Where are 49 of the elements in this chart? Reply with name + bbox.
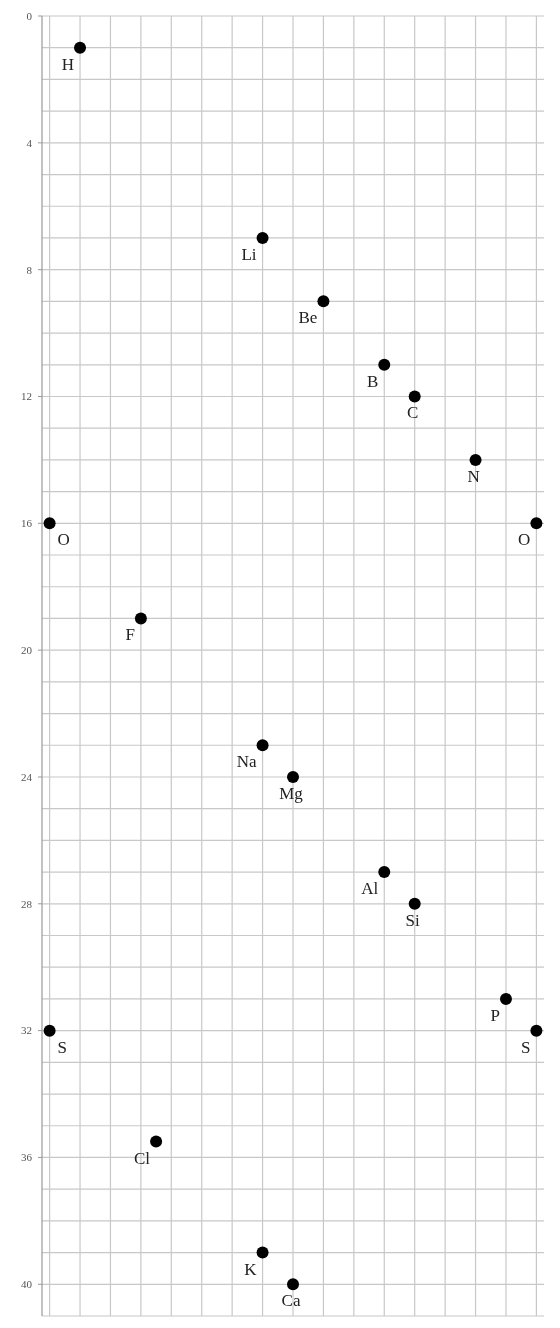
data-label: N [467, 466, 480, 486]
point [378, 358, 391, 371]
data-label: Be [298, 308, 318, 328]
y-tick-label: 20 [21, 644, 33, 656]
point [150, 1135, 163, 1148]
point [317, 295, 330, 308]
data-label: Si [405, 910, 421, 930]
data-label: H [61, 54, 75, 74]
data-label: O [518, 530, 531, 550]
point [256, 231, 269, 244]
data-label: Na [236, 752, 258, 772]
point [499, 992, 512, 1005]
data-label: S [520, 1037, 531, 1057]
data-label: F [125, 625, 135, 645]
data-label: C [407, 403, 419, 423]
data-label: Li [241, 244, 257, 264]
point [378, 866, 391, 879]
data-label: P [490, 1005, 500, 1025]
point [408, 390, 421, 403]
point [469, 453, 482, 466]
data-label: O [57, 530, 70, 550]
y-tick-label: 24 [21, 770, 33, 783]
y-tick-label: 8 [26, 263, 33, 276]
point [256, 739, 269, 752]
point [74, 41, 87, 54]
data-label: Cl [134, 1148, 151, 1168]
data-label: Al [361, 879, 379, 899]
data-label: Mg [279, 783, 304, 803]
data-label: Ca [281, 1291, 301, 1311]
y-tick-label: 4 [26, 136, 33, 149]
point [287, 1278, 299, 1291]
y-tick-label: 40 [21, 1278, 33, 1291]
point [256, 1246, 269, 1259]
point [43, 1024, 56, 1037]
y-tick-label: 32 [21, 1024, 32, 1037]
y-tick-label: 0 [26, 9, 33, 22]
point [530, 517, 543, 530]
point [408, 897, 421, 910]
y-tick-label: 36 [21, 1151, 33, 1164]
point [530, 1024, 543, 1037]
y-tick-label: 16 [21, 517, 33, 530]
point [134, 612, 147, 625]
data-label: K [244, 1259, 258, 1279]
point [43, 517, 56, 530]
y-tick-label: 28 [21, 897, 33, 910]
point [287, 770, 299, 783]
y-tick-label: 12 [21, 390, 32, 403]
data-label: S [57, 1037, 68, 1057]
data-label: B [366, 371, 379, 391]
